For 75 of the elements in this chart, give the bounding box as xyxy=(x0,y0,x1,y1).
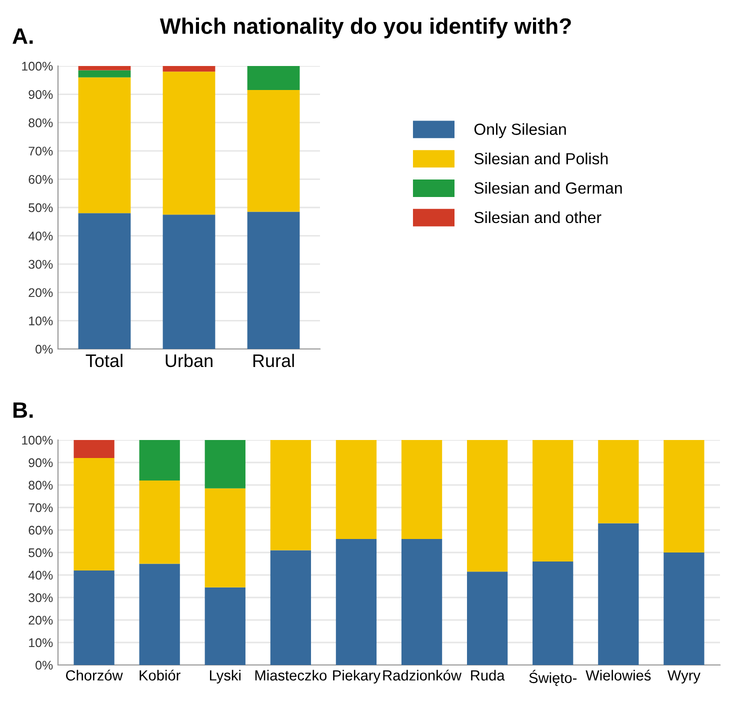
x-tick-label: Ruda xyxy=(471,670,505,681)
bar xyxy=(162,66,216,72)
bar xyxy=(664,440,704,552)
bar xyxy=(270,440,311,550)
bar xyxy=(78,213,131,349)
chart-subtitle: A. xyxy=(12,28,33,44)
bar xyxy=(467,440,508,572)
bar xyxy=(204,488,246,588)
bar xyxy=(247,90,300,212)
x-tick-label: Miasteczko xyxy=(255,670,327,681)
x-tick-label: Kobiór xyxy=(140,670,180,681)
y-tick-label: 20% xyxy=(28,616,53,625)
x-tick-label: Chorzów xyxy=(66,670,123,681)
x-tick-label: Wielowieś xyxy=(586,670,651,681)
y-tick-label: 60% xyxy=(28,526,53,535)
bar xyxy=(74,458,114,570)
y-tick-label: 10% xyxy=(29,316,53,326)
bar xyxy=(204,587,246,665)
y-tick-label: 30% xyxy=(28,260,53,269)
x-tick-label: Wyry xyxy=(667,670,700,684)
bar xyxy=(78,70,131,78)
bar xyxy=(401,539,442,665)
y-tick-label: 40% xyxy=(28,232,53,240)
bar xyxy=(74,570,114,665)
bar xyxy=(336,440,377,539)
bar xyxy=(664,552,704,665)
x-tick-label: Lyski xyxy=(210,670,240,684)
y-tick-label: 70% xyxy=(28,146,53,156)
bar xyxy=(78,66,131,70)
bar xyxy=(532,562,574,665)
bar xyxy=(204,440,246,488)
bar xyxy=(74,440,114,458)
y-tick-label: 90% xyxy=(28,90,53,99)
y-tick-label: 30% xyxy=(28,593,53,602)
bar xyxy=(162,214,216,349)
bar xyxy=(78,77,131,214)
y-tick-label: 20% xyxy=(28,288,53,298)
bar xyxy=(139,440,180,480)
bar xyxy=(598,440,639,524)
legend-label: Silesian and Polish xyxy=(474,152,608,164)
bar xyxy=(532,440,574,562)
bar xyxy=(162,72,216,215)
legend-label: Silesian and other xyxy=(474,211,602,224)
x-tick-label: Piekary xyxy=(333,670,381,684)
chart-subtitle: B. xyxy=(13,402,33,418)
y-tick-label: 80% xyxy=(28,118,53,128)
y-tick-label: 10% xyxy=(29,638,53,648)
y-tick-label: 100% xyxy=(22,436,53,445)
bar xyxy=(598,523,639,665)
text: Which nationality do you identify with? xyxy=(160,18,571,38)
bar xyxy=(247,66,300,90)
y-tick-label: 40% xyxy=(28,570,53,580)
bar xyxy=(139,480,180,564)
x-tick-label: Urban xyxy=(166,354,212,368)
bar xyxy=(270,550,311,665)
y-tick-label: 70% xyxy=(28,503,53,512)
bar xyxy=(336,539,377,665)
y-tick-label: 60% xyxy=(28,175,53,184)
x-tick-label: Total xyxy=(86,354,122,368)
y-tick-label: 80% xyxy=(28,480,53,490)
x-tick-label: Radzionków xyxy=(383,670,462,681)
y-tick-label: 50% xyxy=(28,548,53,558)
bar xyxy=(247,212,300,349)
bar xyxy=(139,564,180,665)
y-tick-label: 90% xyxy=(28,458,53,468)
bar xyxy=(401,440,442,539)
x-tick-label: Święto- xyxy=(529,670,577,686)
y-tick-label: 100% xyxy=(22,62,53,71)
legend-label: Only Silesian xyxy=(474,123,566,138)
y-tick-label: 0% xyxy=(36,344,53,354)
y-tick-label: 50% xyxy=(28,203,53,212)
y-tick-label: 0% xyxy=(36,660,53,670)
x-tick-label: Rural xyxy=(253,354,294,368)
legend-label: Silesian and German xyxy=(474,182,622,194)
bar xyxy=(467,572,508,665)
